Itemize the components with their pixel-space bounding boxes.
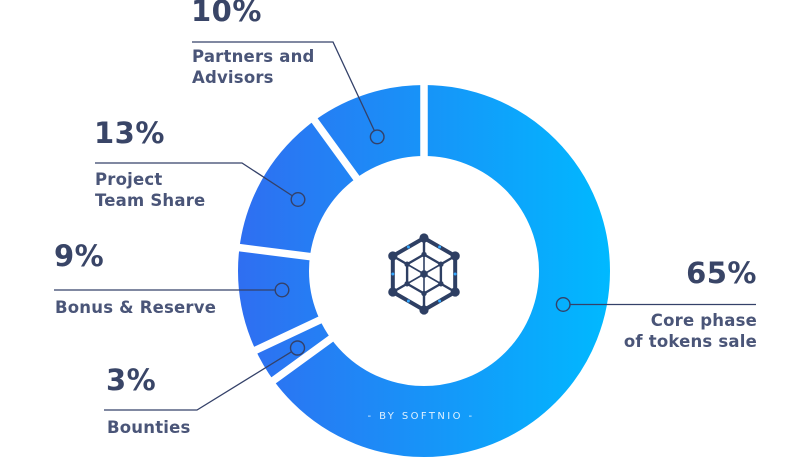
callout-line-team <box>95 162 293 197</box>
slice-label-line: Bounties <box>107 418 191 437</box>
slice-label-bounties: Bounties <box>107 417 191 438</box>
logo-accent-dots <box>391 245 457 303</box>
percent-label-partners: 10% <box>191 0 262 28</box>
slice-label-line: Partners and <box>192 47 315 66</box>
slice-label-line: Project <box>95 170 163 189</box>
marker-dot-bounties <box>289 340 306 356</box>
marker-dot-core <box>555 297 571 313</box>
slice-label-line: Advisors <box>192 68 274 87</box>
slice-gap <box>308 113 428 274</box>
percent-label-bounties: 3% <box>106 363 157 397</box>
slice-label-line: Team Share <box>95 191 206 210</box>
marker-dot-partners <box>369 129 385 145</box>
slice-label-core: Core phase of tokens sale <box>624 310 757 352</box>
slice-label-team: Project Team Share <box>95 169 205 211</box>
callout-lines <box>54 41 756 411</box>
callout-markers <box>274 129 571 356</box>
slice-label-partners: Partners and Advisors <box>192 46 315 88</box>
percent-label-team: 13% <box>94 116 165 150</box>
marker-dot-team <box>290 191 306 207</box>
percent-label-core: 65% <box>686 256 757 290</box>
marker-dot-bonus <box>274 282 290 298</box>
hex-cube-network-icon <box>388 233 460 315</box>
brand-credit-text: - BY SOFTNIO - <box>367 411 475 422</box>
slice-label-bonus: Bonus & Reserve <box>55 297 216 318</box>
slice-gap <box>248 267 426 357</box>
slice-label-line: of tokens sale <box>623 332 757 351</box>
callout-line-partners <box>192 41 375 131</box>
slice-label-line: Bonus & Reserve <box>55 298 217 317</box>
percent-label-bonus: 9% <box>54 239 105 273</box>
callout-line-bounties <box>104 351 292 411</box>
slice-label-line: Core phase <box>650 311 757 330</box>
